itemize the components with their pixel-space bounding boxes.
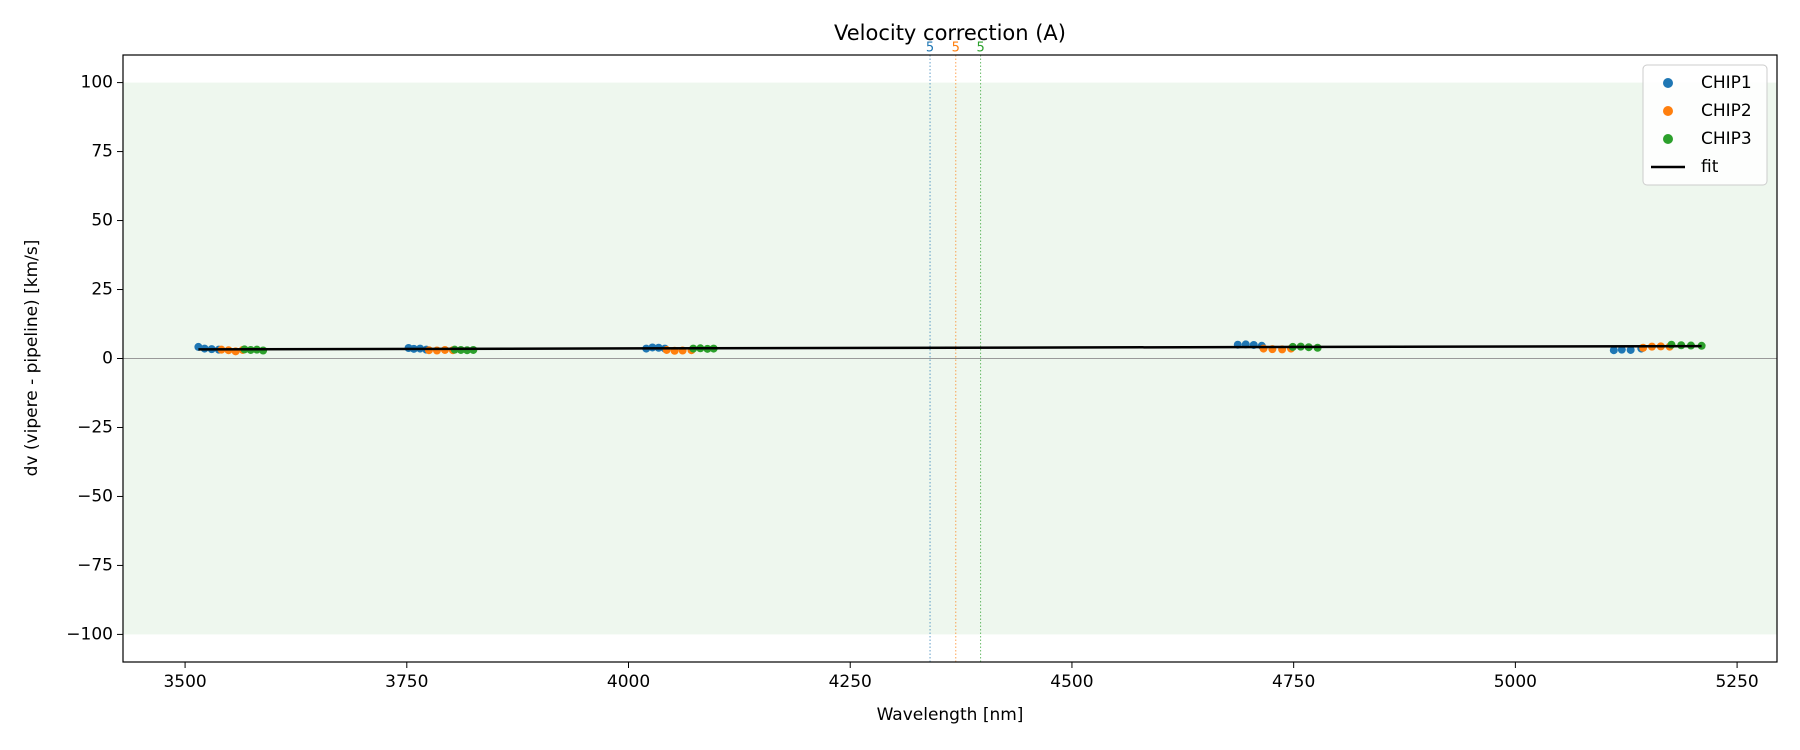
data-point [1639, 343, 1648, 352]
legend-swatch [1663, 106, 1673, 116]
axes-frame [122, 54, 1778, 663]
marker-label: 5 [976, 41, 984, 56]
data-point [1259, 344, 1268, 353]
x-tick-label: 3750 [385, 672, 428, 692]
legend-box [1642, 64, 1768, 186]
data-point [1609, 346, 1618, 355]
y-tick-label: 75 [91, 142, 113, 162]
y-tick-label: −25 [77, 417, 113, 437]
x-tick-label: 4750 [1272, 672, 1315, 692]
legend-label: CHIP2 [1701, 101, 1752, 121]
legend-label: fit [1701, 157, 1719, 177]
legend-swatch [1663, 134, 1673, 144]
y-tick-label: −75 [77, 555, 113, 575]
legend-label: CHIP3 [1701, 129, 1752, 149]
x-tick-label: 4000 [607, 672, 650, 692]
x-tick-label: 4250 [829, 672, 872, 692]
x-tick-label: 5000 [1494, 672, 1537, 692]
x-tick-label: 3500 [163, 672, 206, 692]
data-point [1626, 345, 1635, 354]
fit-line [198, 344, 1702, 351]
legend-swatch [1663, 78, 1673, 88]
y-tick-label: 100 [81, 73, 113, 93]
data-point [1697, 341, 1706, 350]
data-point [1617, 345, 1626, 354]
y-tick-label: 50 [91, 211, 113, 231]
x-axis-label: Wavelength [nm] [877, 705, 1024, 725]
marker-label: 5 [926, 41, 934, 56]
y-tick-label: 25 [91, 280, 113, 300]
data-point [424, 346, 433, 355]
marker-label: 5 [952, 41, 960, 56]
x-tick-label: 5250 [1715, 672, 1758, 692]
chart-title: Velocity correction (A) [834, 21, 1066, 45]
data-point [1667, 340, 1676, 349]
y-tick-label: 0 [102, 349, 113, 369]
y-tick-label: −50 [77, 486, 113, 506]
x-tick-label: 4500 [1050, 672, 1093, 692]
legend-label: CHIP1 [1701, 73, 1752, 93]
y-axis-label: dv (vipere - pipeline) [km/s] [22, 240, 42, 477]
y-tick-label: −100 [66, 624, 113, 644]
